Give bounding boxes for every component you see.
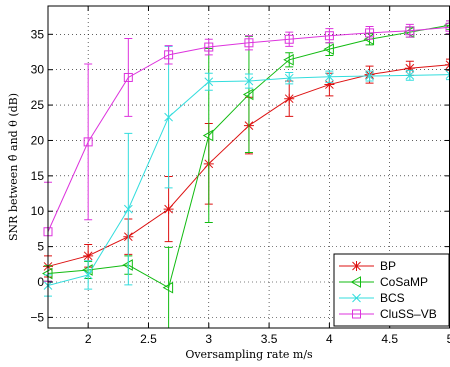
data-point — [164, 50, 174, 60]
data-point — [284, 93, 295, 104]
legend-label: CluSS–VB — [380, 307, 437, 321]
legend: BP CoSaMP BCS CluSS–VB — [333, 253, 450, 327]
data-point — [82, 264, 93, 276]
x-tick-label: 3 — [205, 332, 212, 346]
y-tick-label: 5 — [37, 240, 44, 254]
y-tick-label: 10 — [31, 204, 45, 218]
data-point — [405, 71, 415, 80]
data-point — [405, 26, 415, 36]
x-tick-label: 2 — [85, 332, 92, 346]
data-point — [324, 79, 335, 90]
error-bar — [446, 58, 450, 71]
x-tick-label: 2.5 — [140, 332, 157, 346]
series-group — [43, 58, 450, 278]
legend-entry: BP — [339, 259, 396, 273]
x-tick-label: 5 — [447, 332, 450, 346]
data-point — [204, 77, 214, 87]
data-point — [365, 71, 374, 81]
data-point — [324, 31, 334, 41]
data-point — [162, 281, 174, 294]
legend-marker — [352, 309, 361, 319]
series-line — [47, 26, 450, 232]
data-point — [244, 38, 254, 48]
data-point — [283, 53, 294, 66]
y-tick-label: 15 — [31, 169, 45, 183]
y-tick-label: 30 — [31, 63, 45, 77]
data-point — [164, 112, 173, 122]
data-point — [202, 129, 214, 142]
data-point — [83, 250, 94, 261]
x-tick-label: 3.5 — [261, 332, 278, 346]
legend-label: BCS — [380, 291, 405, 305]
series-line — [47, 24, 450, 289]
y-tick-label: −5 — [30, 310, 44, 324]
data-point — [445, 70, 450, 79]
data-point — [404, 63, 415, 74]
series-group — [41, 20, 450, 329]
data-point — [284, 73, 294, 83]
legend-entry: BCS — [339, 291, 405, 305]
x-axis-label: Oversampling rate m/s — [185, 348, 313, 361]
plot-series — [41, 20, 450, 329]
legend-entry: CluSS–VB — [339, 307, 437, 321]
y-tick-label: 20 — [31, 133, 45, 147]
data-point — [365, 28, 375, 38]
legend-label: CoSaMP — [380, 275, 428, 289]
legend-marker — [352, 293, 361, 303]
data-point — [244, 76, 254, 86]
legend-entry: CoSaMP — [339, 275, 428, 289]
data-point — [323, 43, 334, 56]
data-point — [83, 137, 93, 147]
data-point — [204, 42, 214, 52]
data-point — [163, 204, 174, 215]
y-tick-label: 35 — [31, 27, 45, 41]
series-group — [43, 45, 450, 297]
data-point — [83, 270, 93, 280]
legend-marker — [351, 261, 362, 271]
x-tick-label: 4 — [326, 332, 333, 346]
data-point — [325, 72, 334, 82]
axis-ticks: 2 2.5 3 3.5 4 4.5 5 −5 0 5 10 15 20 25 30 35 — [30, 6, 450, 346]
error-bar — [446, 20, 450, 35]
y-tick-label: 0 — [37, 275, 44, 289]
legend-marker — [350, 276, 361, 288]
y-tick-label: 25 — [31, 98, 45, 112]
y-axis-label: SNR between θ̂ and θ (dB) — [7, 93, 20, 241]
x-tick-label: 4.5 — [381, 332, 398, 346]
data-point — [123, 72, 133, 82]
data-point — [242, 88, 254, 101]
data-point — [123, 204, 133, 214]
legend-label: BP — [380, 259, 396, 273]
data-point — [284, 34, 294, 44]
data-point — [445, 22, 450, 32]
series-group — [43, 20, 450, 282]
